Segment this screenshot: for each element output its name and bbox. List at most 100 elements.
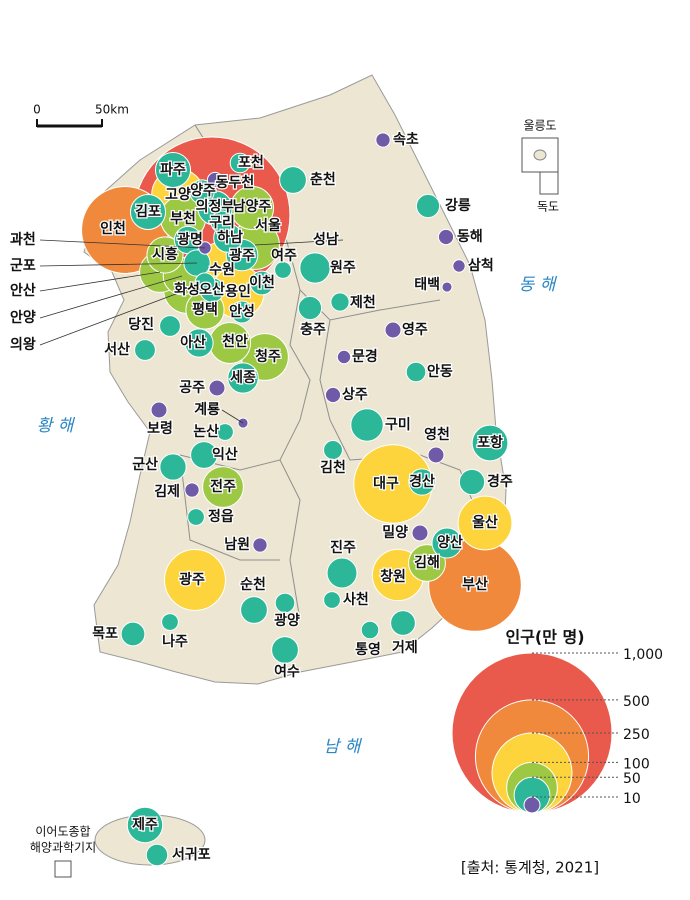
city-circle <box>458 468 486 496</box>
city-circle <box>150 401 168 419</box>
city-label: 김해 <box>414 554 440 571</box>
city-circle <box>145 843 169 867</box>
city-circle <box>274 261 292 279</box>
city-label: 하남 <box>217 229 243 246</box>
city-circle <box>164 549 226 611</box>
city-circle <box>350 408 384 442</box>
dokdo-box <box>539 171 559 195</box>
city-circle <box>323 591 341 609</box>
city-circle <box>184 482 200 498</box>
city-circle <box>208 379 226 397</box>
city-label: 김천 <box>320 459 346 476</box>
city-label: 광주 <box>229 247 255 264</box>
legend-label: 10 <box>623 791 641 807</box>
city-label: 군포 <box>10 258 36 274</box>
city-label: 남원 <box>224 536 250 553</box>
city-circle <box>206 171 224 189</box>
city-circle <box>227 362 259 394</box>
city-label: 춘천 <box>310 172 336 188</box>
city-label: 안양 <box>10 309 36 326</box>
legend-label: 500 <box>623 694 650 710</box>
city-circle <box>271 636 299 664</box>
city-circle <box>120 621 146 647</box>
city-circle <box>336 349 352 365</box>
leader-line <box>39 275 183 319</box>
city-label: 오산 <box>199 281 225 298</box>
city-label: 용인 <box>225 283 251 300</box>
city-label: 여주 <box>271 247 297 264</box>
city-circle <box>384 321 402 339</box>
city-label: 구미 <box>385 417 411 433</box>
city-circle <box>324 386 342 404</box>
city-label: 거제 <box>392 640 418 656</box>
city-circle <box>279 166 307 194</box>
city-label: 정읍 <box>208 508 234 525</box>
leader-line <box>39 282 206 346</box>
legend-label: 100 <box>623 756 650 772</box>
city-label: 계룡 <box>194 402 220 418</box>
city-label: 세종 <box>230 370 256 386</box>
city-circle <box>240 596 268 624</box>
source: [출처: 통계청, 2021] <box>461 859 599 877</box>
city-circle <box>431 527 463 559</box>
leader-line <box>221 409 244 424</box>
city-label: 천안 <box>222 333 248 350</box>
city-label: 속초 <box>393 132 419 148</box>
ieodo-label: 해양과학기지 <box>30 841 96 855</box>
city-label: 진주 <box>330 539 356 556</box>
city-circle <box>230 300 254 324</box>
city-label: 안성 <box>229 303 255 320</box>
city-circle <box>330 292 350 312</box>
city-label: 동해 <box>457 229 483 245</box>
city-label: 원주 <box>330 260 356 276</box>
scale-start: 0 <box>33 103 41 117</box>
city-label: 당진 <box>128 316 154 333</box>
leader-line <box>39 239 206 249</box>
city-circle <box>405 361 427 383</box>
leader-line <box>39 271 161 292</box>
city-label: 의왕 <box>10 336 36 353</box>
city-label: 아산 <box>180 334 206 351</box>
city-circle <box>299 252 331 284</box>
city-label: 평택 <box>192 301 218 318</box>
city-label: 양주 <box>190 183 216 199</box>
city-label: 순천 <box>240 577 266 593</box>
city-label: 대구 <box>373 476 399 492</box>
island-label: 독도 <box>537 200 559 214</box>
leader-line <box>254 239 344 246</box>
city-circle <box>159 315 181 337</box>
legend-label: 1,000 <box>623 647 663 663</box>
city-label: 안산 <box>10 282 36 299</box>
city-label: 김포 <box>135 203 161 220</box>
city-circle <box>129 193 167 231</box>
city-label: 경산 <box>409 473 435 490</box>
city-label: 삼척 <box>468 258 494 274</box>
city-label: 이천 <box>249 274 275 291</box>
city-label: 논산 <box>193 423 219 440</box>
city-circle <box>184 328 214 358</box>
city-label: 고양 <box>165 187 191 203</box>
city-circle <box>189 179 215 205</box>
city-label: 통영 <box>355 641 381 658</box>
city-label: 강릉 <box>445 197 471 214</box>
city-circle <box>360 620 380 640</box>
sea-label: 동 해 <box>519 275 558 295</box>
city-label: 양산 <box>437 534 463 551</box>
city-circle <box>249 270 275 296</box>
legend-title: 인구(만 명) <box>505 628 584 647</box>
city-label: 포천 <box>238 155 264 171</box>
city-label: 군산 <box>132 456 158 473</box>
city-label: 김제 <box>154 483 180 500</box>
island-label: 울릉도 <box>523 119 556 133</box>
city-label: 광주 <box>179 571 205 588</box>
city-label: 광명 <box>177 231 203 248</box>
city-circle <box>441 281 453 293</box>
city-circle <box>457 495 513 551</box>
city-circle <box>210 210 234 234</box>
city-label: 경주 <box>487 473 513 490</box>
city-label: 수원 <box>209 262 235 278</box>
city-circle <box>190 441 218 469</box>
city-label: 과천 <box>10 232 36 248</box>
ieodo-box <box>54 860 72 878</box>
